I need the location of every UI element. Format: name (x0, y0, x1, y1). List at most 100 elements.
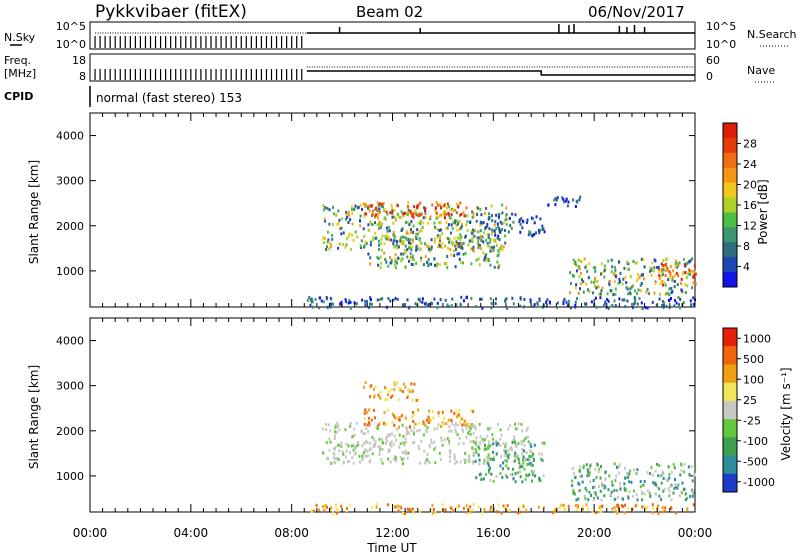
velocity-data-cell (657, 511, 660, 515)
power-data-cell (422, 221, 425, 225)
power-data-cell (677, 263, 680, 267)
velocity-data-cell (517, 511, 519, 515)
power-data-cell (471, 228, 474, 232)
velocity-data-cell (629, 469, 632, 473)
velocity-data-cell (315, 503, 318, 507)
power-data-cell (460, 235, 463, 239)
power-data-cell (434, 206, 437, 210)
velocity-data-cell (334, 461, 337, 465)
power-data-cell (389, 211, 392, 215)
power-data-cell (477, 243, 480, 247)
power-data-cell (562, 302, 565, 306)
power-data-cell (391, 206, 394, 210)
power-data-cell (641, 307, 644, 310)
power-data-cell (541, 305, 544, 309)
power-data-cell (673, 280, 676, 283)
velocity-data-cell (369, 423, 372, 426)
power-data-cell (337, 246, 340, 250)
nave-tick-bottom: 0 (706, 70, 713, 83)
velocity-data-cell (495, 475, 498, 478)
velocity-data-cell (428, 443, 431, 447)
velocity-colorbar-tick-label: -500 (743, 455, 768, 468)
power-data-cell (444, 216, 446, 220)
velocity-data-cell (541, 441, 544, 445)
velocity-data-cell (447, 418, 450, 422)
velocity-data-cell (415, 399, 418, 402)
power-data-cell (374, 206, 377, 210)
velocity-data-cell (398, 416, 401, 420)
velocity-data-cell (450, 429, 453, 433)
velocity-data-cell (344, 455, 347, 459)
power-data-cell (566, 204, 569, 208)
power-data-cell (436, 227, 439, 231)
velocity-data-cell (335, 503, 338, 507)
power-data-cell (445, 227, 448, 230)
velocity-data-cell (401, 423, 404, 427)
velocity-data-cell (407, 451, 410, 455)
power-data-cell (420, 256, 423, 260)
velocity-colorbar-tick-label: -25 (743, 414, 761, 427)
velocity-data-cell (499, 428, 502, 432)
power-data-cell (574, 260, 577, 264)
power-data-cell (608, 280, 611, 283)
velocity-data-cell (337, 443, 340, 447)
velocity-data-cell (575, 508, 578, 512)
power-data-cell (347, 234, 350, 238)
velocity-data-cell (475, 476, 478, 480)
power-data-cell (370, 298, 372, 302)
velocity-data-cell (440, 425, 443, 428)
power-data-cell (475, 206, 478, 210)
power-data-cell (673, 285, 676, 289)
power-data-cell (449, 248, 452, 252)
velocity-data-cell (397, 509, 400, 513)
velocity-data-cell (584, 497, 587, 501)
velocity-data-cell (500, 433, 503, 437)
velocity-data-cell (688, 473, 691, 476)
velocity-data-cell (490, 457, 493, 461)
velocity-data-cell (406, 456, 409, 460)
velocity-data-cell (590, 494, 593, 497)
power-data-cell (642, 273, 644, 276)
velocity-data-cell (526, 474, 529, 478)
power-data-cell (519, 222, 522, 226)
velocity-data-cell (377, 445, 380, 449)
velocity-data-cell (398, 418, 401, 422)
velocity-data-cell (328, 448, 331, 452)
power-data-cell (661, 303, 664, 307)
velocity-data-cell (411, 415, 413, 419)
velocity-data-cell (412, 441, 414, 445)
velocity-data-cell (377, 426, 379, 430)
velocity-data-cell (406, 507, 409, 511)
power-data-cell (658, 274, 661, 277)
power-data-cell (668, 287, 671, 291)
velocity-data-cell (385, 437, 388, 441)
power-data-cell (466, 214, 469, 218)
velocity-data-cell (524, 458, 527, 462)
velocity-data-cell (474, 451, 477, 455)
power-data-cell (397, 256, 400, 260)
power-data-cell (444, 244, 447, 248)
power-data-cell (448, 213, 450, 217)
power-colorbar-label: Power [dB] (756, 179, 770, 244)
time-tick-label: 12:00 (375, 526, 410, 540)
velocity-data-cell (489, 505, 492, 509)
velocity-data-cell (355, 421, 358, 425)
power-data-cell (462, 252, 465, 256)
power-data-cell (634, 298, 637, 302)
velocity-data-cell (431, 511, 434, 515)
velocity-data-cell (388, 389, 391, 393)
velocity-data-cell (384, 398, 387, 401)
power-data-cell (351, 212, 354, 215)
power-data-cell (370, 240, 372, 244)
velocity-data-cell (448, 429, 451, 433)
velocity-data-cell (487, 446, 490, 450)
power-colorbar-segment (723, 137, 737, 154)
velocity-data-cell (357, 443, 360, 447)
power-data-cell (455, 242, 458, 246)
velocity-data-cell (552, 511, 555, 515)
power-data-cell (431, 302, 433, 306)
velocity-data-cell (440, 438, 443, 442)
velocity-data-cell (686, 507, 689, 511)
power-data-cell (391, 209, 394, 212)
velocity-data-cell (337, 458, 340, 461)
